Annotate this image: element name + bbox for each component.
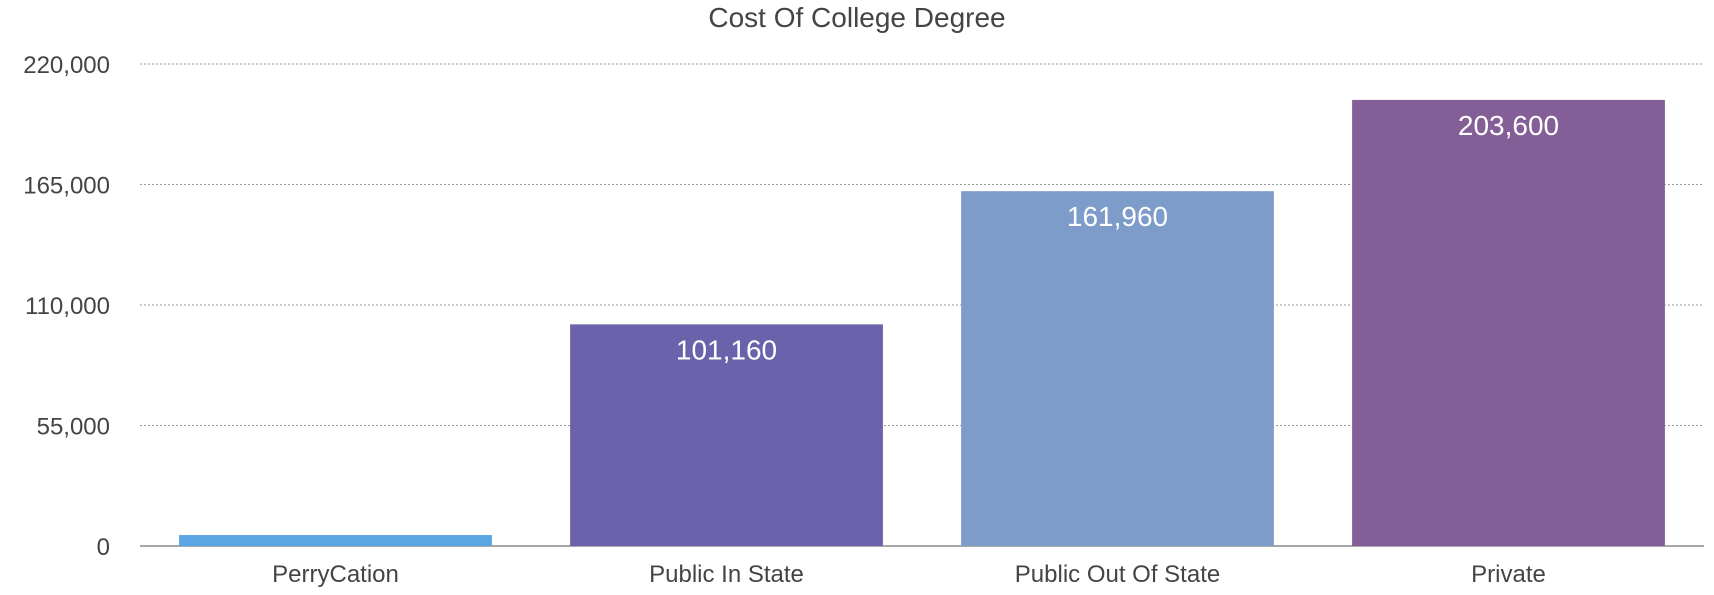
bar — [570, 324, 883, 546]
data-label: 203,600 — [1458, 110, 1559, 141]
y-tick-label: 165,000 — [23, 173, 110, 200]
y-tick-label: 55,000 — [37, 414, 110, 441]
bar — [1352, 99, 1665, 546]
x-tick-label: PerryCation — [272, 561, 399, 588]
y-tick-label: 110,000 — [25, 293, 110, 320]
y-tick-label: 220,000 — [23, 52, 110, 79]
x-tick-label: Public In State — [649, 561, 804, 588]
x-tick-label: Public Out Of State — [1015, 561, 1220, 588]
y-tick-label: 0 — [97, 534, 110, 561]
chart-title: Cost Of College Degree — [708, 2, 1006, 33]
x-tick-label: Private — [1471, 561, 1546, 588]
data-label: 161,960 — [1067, 201, 1168, 232]
data-label: 101,160 — [676, 334, 777, 365]
bar — [961, 191, 1274, 546]
bar — [179, 535, 492, 546]
